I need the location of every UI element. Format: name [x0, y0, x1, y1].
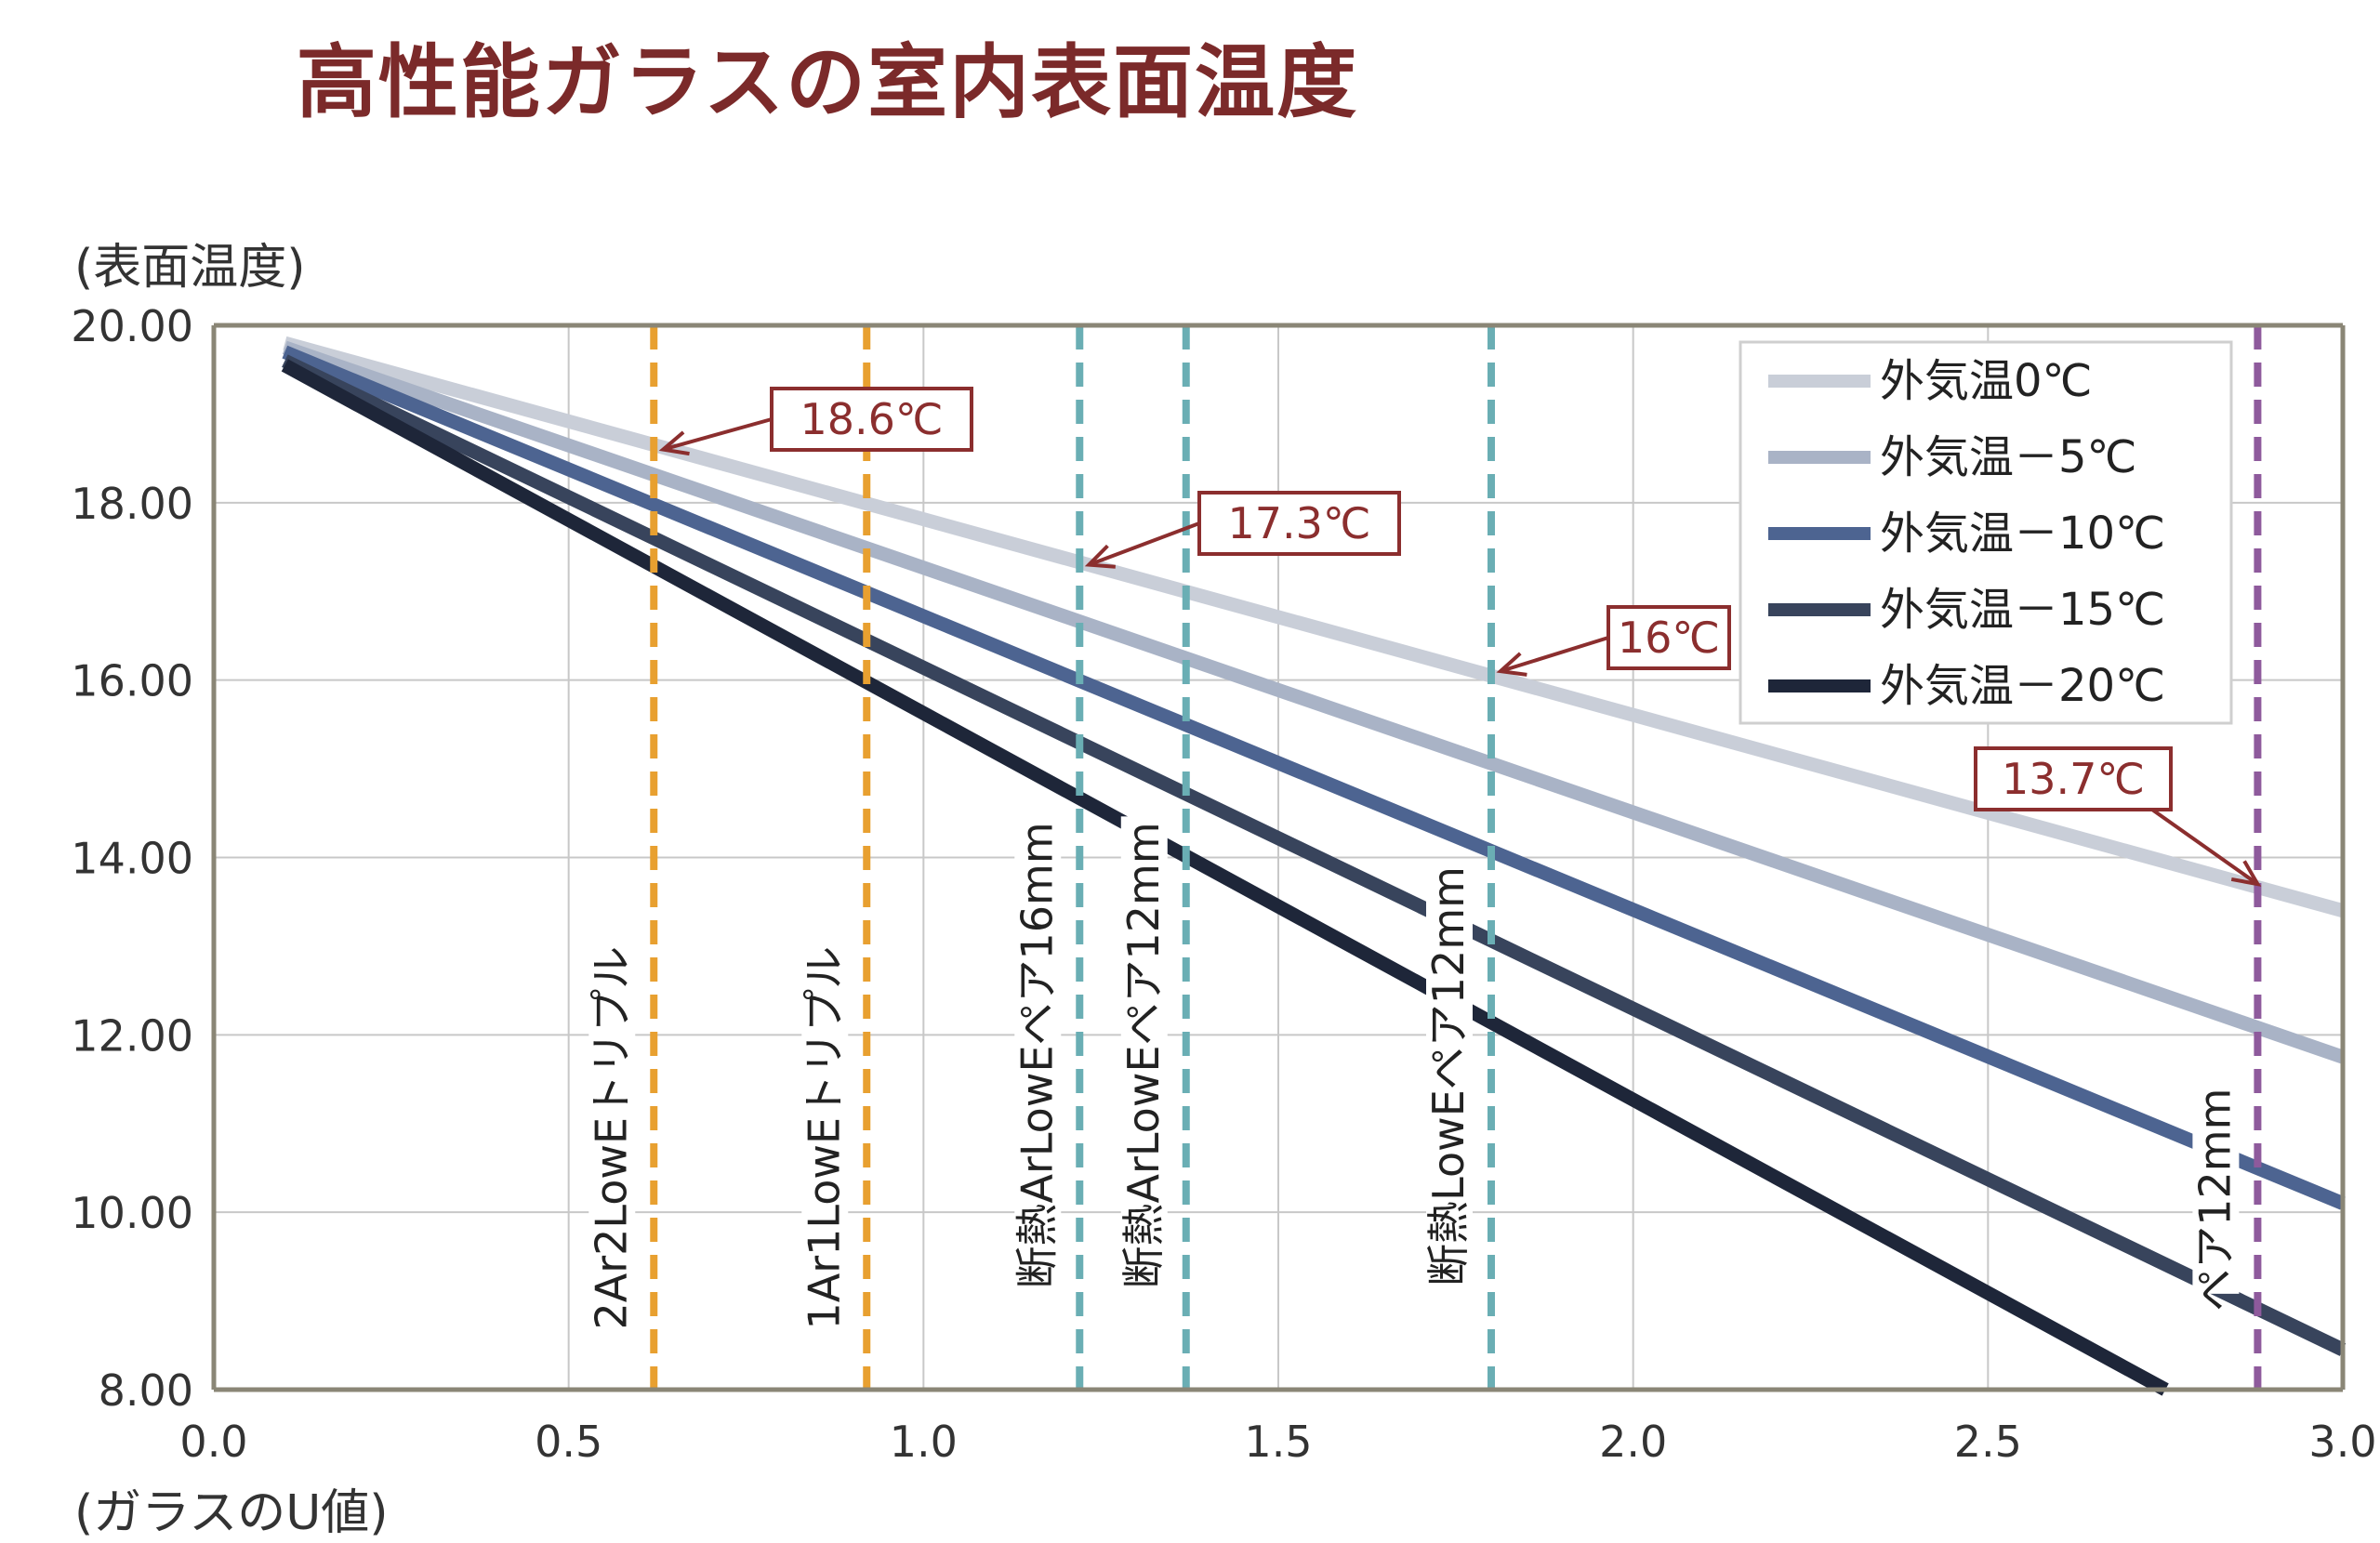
annotation-arrow	[2150, 808, 2259, 886]
reference-line-label: 断熱ArLowEペア16mm	[1012, 822, 1062, 1288]
annotation-box	[1197, 491, 1401, 556]
annotation-arrow	[1088, 521, 1200, 567]
reference-line-label: ペア12mm	[2189, 1088, 2240, 1312]
annotation-label: 18.6℃	[800, 394, 943, 444]
x-tick-label: 0.0	[179, 1417, 247, 1467]
y-tick-label: 8.00	[99, 1365, 193, 1416]
legend-entry: 外気温－10℃	[1880, 508, 2165, 560]
y-tick-label: 18.00	[71, 479, 193, 529]
annotation-label: 17.3℃	[1227, 498, 1370, 548]
x-tick-label: 1.5	[1244, 1417, 1312, 1467]
series-line-5	[281, 359, 2169, 1396]
y-tick-label: 16.00	[71, 656, 193, 706]
annotation-arrowhead	[1496, 652, 1527, 677]
chart-title: 高性能ガラスの室内表面温度	[296, 36, 1359, 129]
annotation-box	[1974, 746, 2173, 811]
reference-label-backing	[2192, 1082, 2240, 1294]
y-tick-label: 10.00	[71, 1188, 193, 1238]
reference-line-label: 1Ar1LowEトリプル	[799, 946, 849, 1330]
annotation-arrow	[662, 417, 773, 452]
y-axis-label: (表面温度)	[74, 240, 306, 296]
legend-entry: 外気温－15℃	[1880, 584, 2165, 636]
legend-entry: 外気温－20℃	[1880, 660, 2165, 712]
reference-label-backing	[588, 940, 636, 1352]
reference-label-backing	[1120, 816, 1168, 1295]
legend-entry: 外気温0℃	[1880, 355, 2092, 407]
annotation-arrowhead	[1084, 544, 1116, 569]
series-line-2	[282, 340, 2346, 1064]
reference-line-label: 2Ar2LowEトリプル	[586, 946, 636, 1330]
series-line-4	[282, 354, 2347, 1356]
series-line-3	[282, 345, 2346, 1210]
legend-entry: 外気温－5℃	[1880, 431, 2136, 483]
annotation-arrowhead	[2230, 860, 2262, 887]
annotation-arrow	[1500, 636, 1609, 674]
x-tick-label: 3.0	[2308, 1417, 2376, 1467]
reference-label-backing	[1426, 861, 1473, 1273]
annotation-arrowhead	[658, 430, 690, 456]
y-tick-label: 20.00	[71, 301, 193, 351]
annotation-box	[770, 387, 973, 452]
x-tick-label: 2.0	[1599, 1417, 1667, 1467]
annotation-label: 13.7℃	[2002, 754, 2145, 804]
annotation-label: 16℃	[1618, 613, 1720, 663]
series-line-1	[283, 336, 2345, 917]
reference-label-backing	[801, 940, 849, 1352]
x-tick-label: 1.0	[890, 1417, 958, 1467]
y-tick-label: 12.00	[71, 1010, 193, 1061]
annotation-box	[1606, 605, 1731, 670]
y-tick-label: 14.00	[71, 834, 193, 884]
reference-line-label: 断熱ArLowEペア12mm	[1118, 822, 1169, 1288]
reference-line-label: 断熱LowEペア12mm	[1423, 866, 1474, 1286]
x-tick-label: 0.5	[535, 1417, 602, 1467]
reference-label-backing	[1014, 816, 1062, 1295]
x-tick-label: 2.5	[1954, 1417, 2022, 1467]
